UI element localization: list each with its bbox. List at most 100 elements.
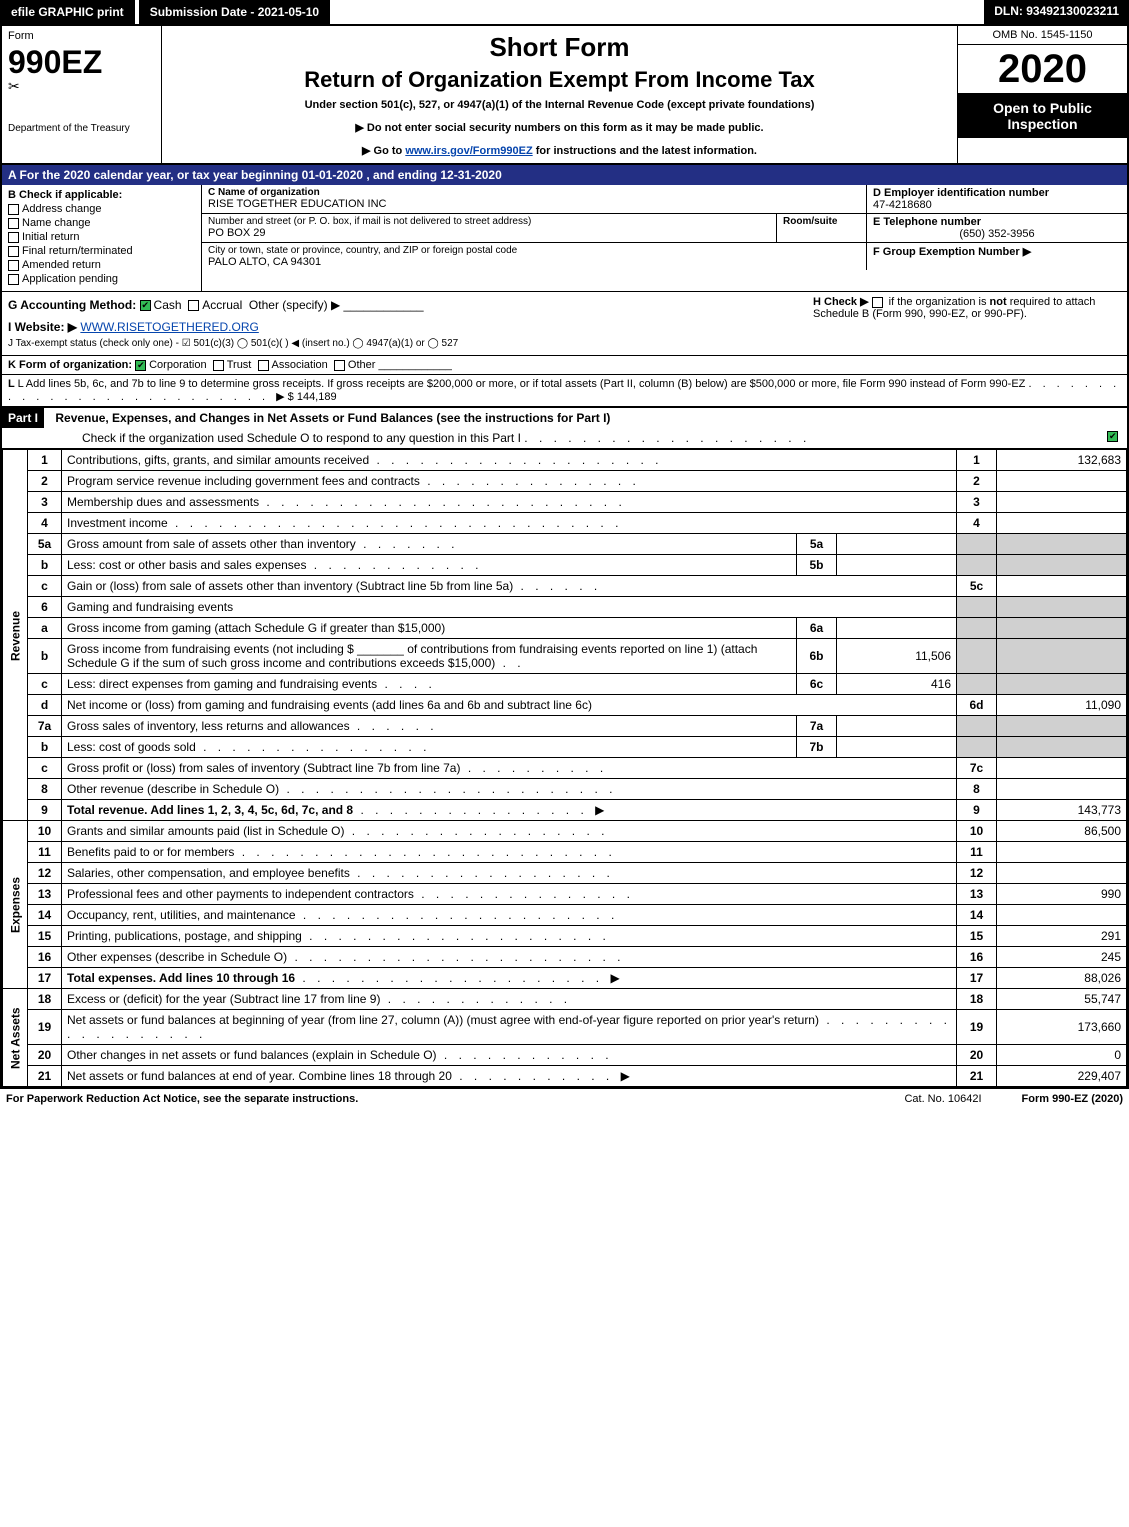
check-initial-return[interactable]: Initial return xyxy=(8,231,195,243)
org-name-cell: C Name of organization RISE TOGETHER EDU… xyxy=(202,185,867,213)
org-name-label: C Name of organization xyxy=(208,187,860,198)
check-amended-return[interactable]: Amended return xyxy=(8,259,195,271)
line-16: 16 Other expenses (describe in Schedule … xyxy=(3,947,1127,968)
line-6: 6 Gaming and fundraising events xyxy=(3,597,1127,618)
group-exemption-label: F Group Exemption Number ▶ xyxy=(873,245,1121,258)
checkbox-icon xyxy=(8,204,19,215)
section-i: I Website: ▶ WWW.RISETOGETHERED.ORG xyxy=(8,320,801,334)
line-7c: c Gross profit or (loss) from sales of i… xyxy=(3,758,1127,779)
under-section: Under section 501(c), 527, or 4947(a)(1)… xyxy=(168,99,951,111)
go-to-link-row: ▶ Go to www.irs.gov/Form990EZ for instru… xyxy=(168,144,951,157)
part1-check-row: Check if the organization used Schedule … xyxy=(2,428,1127,448)
city-value: PALO ALTO, CA 94301 xyxy=(208,256,860,268)
ein-label: D Employer identification number xyxy=(873,187,1121,199)
city-cell: City or town, state or province, country… xyxy=(202,243,867,270)
part1-check-text: Check if the organization used Schedule … xyxy=(82,431,521,445)
section-j: J Tax-exempt status (check only one) - ☑… xyxy=(8,338,801,349)
checkbox-trust-icon[interactable] xyxy=(213,360,224,371)
l-text: L Add lines 5b, 6c, and 7b to line 9 to … xyxy=(18,378,1026,390)
h-prefix: H Check ▶ xyxy=(813,296,872,308)
checkbox-icon xyxy=(8,246,19,257)
check-name-change[interactable]: Name change xyxy=(8,217,195,229)
section-g: G Accounting Method: Cash Accrual Other … xyxy=(2,292,807,355)
checkbox-assoc-icon[interactable] xyxy=(258,360,269,371)
room-label: Room/suite xyxy=(783,216,860,227)
check-application-pending[interactable]: Application pending xyxy=(8,273,195,285)
dln: DLN: 93492130023211 xyxy=(984,0,1129,24)
line-9: 9 Total revenue. Add lines 1, 2, 3, 4, 5… xyxy=(3,800,1127,821)
revenue-side-label: Revenue xyxy=(3,450,28,821)
footer: For Paperwork Reduction Act Notice, see … xyxy=(0,1089,1129,1109)
street-cell: Number and street (or P. O. box, if mail… xyxy=(202,214,777,242)
open-to-public: Open to Public Inspection xyxy=(958,94,1127,138)
line-1: Revenue 1 Contributions, gifts, grants, … xyxy=(3,450,1127,471)
section-b: B Check if applicable: Address change Na… xyxy=(2,185,202,291)
line-12: 12 Salaries, other compensation, and emp… xyxy=(3,863,1127,884)
street-value: PO BOX 29 xyxy=(208,227,770,239)
street-label: Number and street (or P. O. box, if mail… xyxy=(208,216,770,227)
go-to-prefix: ▶ Go to xyxy=(362,145,405,157)
room-cell: Room/suite xyxy=(777,214,867,242)
line-3: 3 Membership dues and assessments . . . … xyxy=(3,492,1127,513)
line-4: 4 Investment income . . . . . . . . . . … xyxy=(3,513,1127,534)
l-amount: ▶ $ 144,189 xyxy=(276,391,336,403)
line-6b: b Gross income from fundraising events (… xyxy=(3,639,1127,674)
line-5c: c Gain or (loss) from sale of assets oth… xyxy=(3,576,1127,597)
checkbox-cash-icon[interactable] xyxy=(140,300,151,311)
check-address-change[interactable]: Address change xyxy=(8,203,195,215)
form-container: Form 990EZ ✂ Department of the Treasury … xyxy=(0,24,1129,1089)
website-label: I Website: ▶ xyxy=(8,320,77,334)
telephone-label: E Telephone number xyxy=(873,216,1121,228)
tax-period-bar: A For the 2020 calendar year, or tax yea… xyxy=(2,165,1127,185)
part1-title: Revenue, Expenses, and Changes in Net As… xyxy=(47,411,610,425)
line-14: 14 Occupancy, rent, utilities, and maint… xyxy=(3,905,1127,926)
topbar: efile GRAPHIC print Submission Date - 20… xyxy=(0,0,1129,24)
header-left: Form 990EZ ✂ Department of the Treasury xyxy=(2,26,162,163)
checkbox-corp-icon[interactable] xyxy=(135,360,146,371)
line-15: 15 Printing, publications, postage, and … xyxy=(3,926,1127,947)
line-8: 8 Other revenue (describe in Schedule O)… xyxy=(3,779,1127,800)
form-label: Form xyxy=(8,30,155,42)
netassets-side-label: Net Assets xyxy=(3,989,28,1087)
website-link[interactable]: WWW.RISETOGETHERED.ORG xyxy=(80,320,258,334)
line-6a: a Gross income from gaming (attach Sched… xyxy=(3,618,1127,639)
check-final-return[interactable]: Final return/terminated xyxy=(8,245,195,257)
section-k: K Form of organization: Corporation Trus… xyxy=(2,356,1127,375)
dept-treasury: Department of the Treasury xyxy=(8,123,155,134)
other-label: Other (specify) ▶ xyxy=(249,298,340,312)
accrual-label: Accrual xyxy=(202,298,242,312)
line-6d: d Net income or (loss) from gaming and f… xyxy=(3,695,1127,716)
efile-print-button[interactable]: efile GRAPHIC print xyxy=(0,0,135,24)
form-number: 990EZ xyxy=(8,46,155,78)
line-20: 20 Other changes in net assets or fund b… xyxy=(3,1045,1127,1066)
checkbox-accrual-icon[interactable] xyxy=(188,300,199,311)
part1-header-row: Part I Revenue, Expenses, and Changes in… xyxy=(2,407,1127,449)
line-13: 13 Professional fees and other payments … xyxy=(3,884,1127,905)
group-exemption-cell: F Group Exemption Number ▶ xyxy=(867,243,1127,270)
line-21: 21 Net assets or fund balances at end of… xyxy=(3,1066,1127,1087)
gh-row: G Accounting Method: Cash Accrual Other … xyxy=(2,292,1127,356)
city-label: City or town, state or province, country… xyxy=(208,245,860,256)
checkbox-icon xyxy=(8,260,19,271)
go-to-link[interactable]: www.irs.gov/Form990EZ xyxy=(405,145,532,157)
submission-date: Submission Date - 2021-05-10 xyxy=(139,0,330,24)
line-6c: c Less: direct expenses from gaming and … xyxy=(3,674,1127,695)
h-not: not xyxy=(990,296,1007,308)
section-cdef: C Name of organization RISE TOGETHER EDU… xyxy=(202,185,1127,291)
line-17: 17 Total expenses. Add lines 10 through … xyxy=(3,968,1127,989)
checkbox-icon xyxy=(8,232,19,243)
telephone-value: (650) 352-3956 xyxy=(873,228,1121,240)
accounting-label: G Accounting Method: xyxy=(8,298,136,312)
part1-label: Part I xyxy=(2,408,44,428)
checkbox-other-icon[interactable] xyxy=(334,360,345,371)
checkbox-h-icon[interactable] xyxy=(872,297,883,308)
paperwork-notice: For Paperwork Reduction Act Notice, see … xyxy=(6,1093,358,1105)
ein-value: 47-4218680 xyxy=(873,199,1121,211)
checkbox-icon xyxy=(8,218,19,229)
tax-year: 2020 xyxy=(958,45,1127,94)
k-label: K Form of organization: xyxy=(8,359,132,371)
checkbox-schedule-o-icon[interactable] xyxy=(1107,431,1118,442)
header-center: Short Form Return of Organization Exempt… xyxy=(162,26,957,163)
header-right: OMB No. 1545-1150 2020 Open to Public In… xyxy=(957,26,1127,163)
telephone-cell: E Telephone number (650) 352-3956 xyxy=(867,214,1127,242)
